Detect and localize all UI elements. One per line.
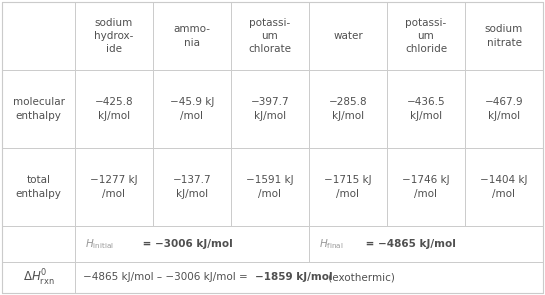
Text: $\Delta H^0_\mathrm{rxn}$: $\Delta H^0_\mathrm{rxn}$ <box>23 268 54 288</box>
Text: −1715 kJ
/mol: −1715 kJ /mol <box>324 176 372 199</box>
Bar <box>2 262 75 293</box>
Text: total
enthalpy: total enthalpy <box>16 176 62 199</box>
Text: molecular
enthalpy: molecular enthalpy <box>13 97 64 121</box>
Text: sodium
nitrate: sodium nitrate <box>485 24 523 47</box>
Bar <box>465 148 543 226</box>
Bar <box>75 148 153 226</box>
Text: −45.9 kJ
/mol: −45.9 kJ /mol <box>170 97 214 121</box>
Bar <box>309 226 543 262</box>
Bar <box>231 148 309 226</box>
Bar <box>75 226 309 262</box>
Text: −1746 kJ
/mol: −1746 kJ /mol <box>402 176 450 199</box>
Text: = −4865 kJ/mol: = −4865 kJ/mol <box>362 239 456 249</box>
Bar <box>309 70 387 148</box>
Bar <box>231 2 309 70</box>
Text: −1277 kJ
/mol: −1277 kJ /mol <box>90 176 138 199</box>
Text: $H_\mathrm{final}$: $H_\mathrm{final}$ <box>319 237 344 251</box>
Bar <box>2 226 75 262</box>
Bar <box>75 2 153 70</box>
Bar <box>387 70 465 148</box>
Text: sodium
hydrox-
ide: sodium hydrox- ide <box>94 18 134 54</box>
Text: (exothermic): (exothermic) <box>325 273 395 283</box>
Bar <box>2 148 75 226</box>
Text: −285.8
kJ/mol: −285.8 kJ/mol <box>329 97 367 121</box>
Bar <box>2 2 75 70</box>
Bar <box>2 70 75 148</box>
Bar <box>387 148 465 226</box>
Text: −436.5
kJ/mol: −436.5 kJ/mol <box>407 97 445 121</box>
Text: −1859 kJ/mol: −1859 kJ/mol <box>255 273 332 283</box>
Text: $H_\mathrm{initial}$: $H_\mathrm{initial}$ <box>85 237 114 251</box>
Bar <box>75 70 153 148</box>
Bar <box>387 2 465 70</box>
Bar <box>153 148 231 226</box>
Bar <box>231 70 309 148</box>
Bar <box>75 262 543 293</box>
Text: potassi-
um
chlorate: potassi- um chlorate <box>249 18 292 54</box>
Text: −397.7
kJ/mol: −397.7 kJ/mol <box>251 97 289 121</box>
Text: −1591 kJ
/mol: −1591 kJ /mol <box>246 176 294 199</box>
Bar <box>465 2 543 70</box>
Text: water: water <box>333 31 363 41</box>
Text: potassi-
um
chloride: potassi- um chloride <box>405 18 447 54</box>
Text: = −3006 kJ/mol: = −3006 kJ/mol <box>139 239 233 249</box>
Text: −467.9
kJ/mol: −467.9 kJ/mol <box>485 97 523 121</box>
Bar <box>465 70 543 148</box>
Text: −137.7
kJ/mol: −137.7 kJ/mol <box>173 176 211 199</box>
Bar <box>153 2 231 70</box>
Text: −1404 kJ
/mol: −1404 kJ /mol <box>480 176 528 199</box>
Bar <box>309 148 387 226</box>
Bar <box>153 70 231 148</box>
Bar <box>309 2 387 70</box>
Text: −425.8
kJ/mol: −425.8 kJ/mol <box>95 97 134 121</box>
Text: ammo-
nia: ammo- nia <box>173 24 210 47</box>
Text: −4865 kJ/mol – −3006 kJ/mol =: −4865 kJ/mol – −3006 kJ/mol = <box>83 273 251 283</box>
